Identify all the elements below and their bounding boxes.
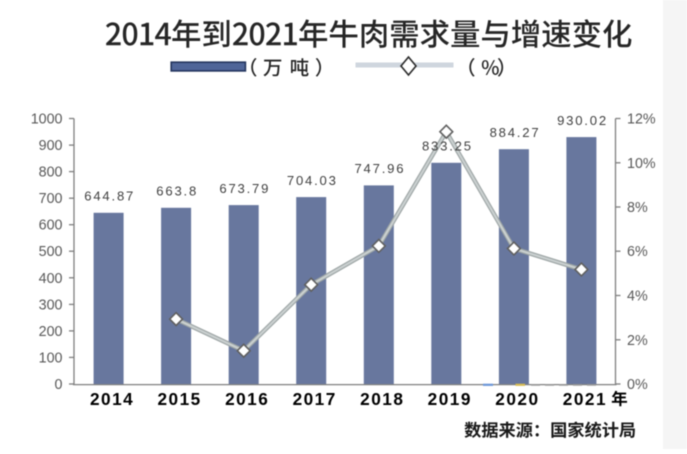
svg-text:663.8: 663.8 [156,184,198,199]
svg-text:673.79: 673.79 [219,181,270,196]
svg-text:900: 900 [39,138,63,154]
svg-text:2021: 2021 [563,389,607,409]
svg-text:2015: 2015 [157,389,201,409]
svg-text:2%: 2% [627,333,648,349]
svg-text:800: 800 [39,165,63,181]
svg-text:600: 600 [39,218,63,234]
svg-text:12%: 12% [627,112,656,128]
svg-text:2018: 2018 [360,389,404,409]
svg-text:300: 300 [39,297,63,313]
svg-text:2020: 2020 [495,389,539,409]
svg-text:833.25: 833.25 [422,139,473,154]
svg-text:1000: 1000 [31,112,63,128]
svg-text:10%: 10% [627,156,656,172]
svg-text:4%: 4% [627,289,648,305]
svg-text:704.03: 704.03 [287,173,338,188]
svg-text:500: 500 [39,244,63,260]
svg-text:2019: 2019 [428,389,472,409]
svg-text:2016: 2016 [225,389,269,409]
svg-text:6%: 6% [627,244,648,260]
svg-text:400: 400 [39,271,63,287]
svg-text:700: 700 [39,191,63,207]
svg-text:2014: 2014 [90,389,134,409]
svg-text:200: 200 [39,324,63,340]
svg-text:100: 100 [39,350,63,366]
svg-text:8%: 8% [627,200,648,216]
svg-text:747.96: 747.96 [354,161,405,176]
svg-text:644.87: 644.87 [84,189,135,204]
svg-text:0%: 0% [627,377,648,393]
svg-text:0: 0 [55,377,63,393]
svg-text:2017: 2017 [293,389,337,409]
svg-text:884.27: 884.27 [490,125,541,140]
svg-text:930.02: 930.02 [557,113,608,128]
